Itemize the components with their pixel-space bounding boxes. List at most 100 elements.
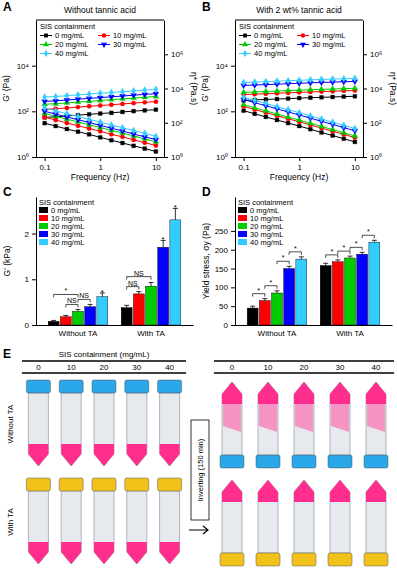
bar <box>60 317 71 325</box>
gel <box>222 480 242 502</box>
vial <box>26 380 50 466</box>
series-marker <box>109 103 113 107</box>
series-marker <box>286 121 290 125</box>
x-tick-mark <box>45 157 46 161</box>
error-bar <box>88 304 93 306</box>
y2-tick-label: 10² <box>370 119 382 128</box>
vial-body <box>94 393 114 466</box>
series-marker <box>331 119 335 126</box>
vial-cap <box>158 380 182 393</box>
significance-bracket <box>127 287 139 290</box>
arrow-label: Inverting (150 min) <box>196 438 205 501</box>
significance-label: NS <box>128 280 138 287</box>
series-marker <box>132 127 136 134</box>
legend-label: 40 mg/mL <box>250 238 283 247</box>
y-tick-mark <box>32 325 36 326</box>
series-marker <box>308 127 312 131</box>
y-tick-mark <box>231 306 235 307</box>
y-tick-label: 150 <box>215 265 229 274</box>
series-marker <box>98 135 102 139</box>
y-axis: 012 <box>25 198 37 331</box>
series-marker <box>131 101 135 105</box>
panel: Without TAWith TA050100150200250Yield st… <box>201 198 393 338</box>
y-tick-mark <box>32 157 36 158</box>
series-marker <box>65 110 69 117</box>
y2-tick: 10² <box>164 119 183 128</box>
legend: SIS containment0 mg/mL10 mg/mL20 mg/mL30… <box>238 198 294 247</box>
legend-marker <box>300 43 306 48</box>
significance-bracket <box>54 294 78 297</box>
series-marker <box>143 86 147 93</box>
series-line <box>244 97 355 128</box>
significance-label: * <box>355 240 358 247</box>
vial-cap <box>256 455 280 468</box>
y-axis: 10⁰10²10⁴ <box>17 21 37 163</box>
legend-label: 30 mg/mL <box>113 40 146 49</box>
vial-body <box>28 491 48 564</box>
series-marker <box>331 76 335 83</box>
series-marker <box>353 125 357 132</box>
series-marker <box>331 134 335 138</box>
y-tick-label: 1 <box>25 275 30 284</box>
legend-label: 10 mg/mL <box>312 31 345 40</box>
vial-body <box>61 491 81 564</box>
y2-tick: 10⁰ <box>363 153 382 162</box>
series-marker <box>43 93 47 100</box>
legend: SIS containment0 mg/mL10 mg/mL20 mg/mL30… <box>40 22 146 58</box>
legend-label: 40 mg/mL <box>55 49 88 58</box>
series-marker <box>353 75 357 82</box>
x-tick-mark <box>156 157 157 161</box>
photo-title: SIS containment (mg/mL) <box>59 350 150 359</box>
vial-body <box>366 382 386 455</box>
bar <box>320 266 331 325</box>
legend-swatch <box>238 223 247 229</box>
legend-label: 0 mg/mL <box>55 31 84 40</box>
series-marker <box>297 109 301 116</box>
error-bar <box>124 305 129 307</box>
series-marker <box>319 86 325 91</box>
series-marker <box>296 87 302 92</box>
panel: With 2 wt% tannic acid0.111010⁰10²10⁴10⁰… <box>200 5 397 182</box>
series-marker <box>297 124 301 128</box>
vial <box>220 382 244 468</box>
vial <box>92 380 116 466</box>
legend-label: 40 mg/mL <box>51 238 84 247</box>
series-marker <box>109 132 113 136</box>
x-axis-title: Frequency (Hz) <box>71 172 130 182</box>
series-marker <box>285 87 291 92</box>
vial-body <box>366 480 386 553</box>
y-axis-line <box>235 21 236 158</box>
x-tick-mark <box>100 157 101 161</box>
legend-label: 10 mg/mL <box>113 31 146 40</box>
y-tick-label: 0 <box>224 321 229 330</box>
y-tick-label: 100 <box>215 283 229 292</box>
y-tick-mark <box>231 231 235 232</box>
y2-tick-mark <box>164 54 168 55</box>
series-marker <box>286 106 290 113</box>
bar <box>48 321 59 325</box>
x-tick-mark <box>299 157 300 161</box>
x-tick-label: Without TA <box>258 329 297 338</box>
series-marker <box>320 95 324 99</box>
bar <box>272 293 283 325</box>
series-marker <box>242 109 246 113</box>
vial <box>328 382 352 468</box>
legend-swatch <box>238 207 247 213</box>
y2-tick-mark <box>363 123 367 124</box>
series-marker <box>65 127 69 131</box>
bar <box>170 220 181 325</box>
series-marker <box>54 107 58 114</box>
legend-swatch <box>39 231 48 237</box>
series-line <box>45 89 156 97</box>
series-marker <box>353 94 357 98</box>
vial-body <box>222 382 242 455</box>
x-axis: Without TAWith TA <box>236 325 393 338</box>
x-axis-title: Frequency (Hz) <box>270 172 329 182</box>
vial-cap <box>59 380 83 393</box>
y2-tick-label: 10² <box>171 119 183 128</box>
concentration-label: 0 <box>36 363 41 372</box>
plot-area <box>42 86 159 154</box>
concentration-label: 40 <box>165 363 174 372</box>
series-marker <box>264 100 268 107</box>
y-tick-mark <box>231 66 235 67</box>
